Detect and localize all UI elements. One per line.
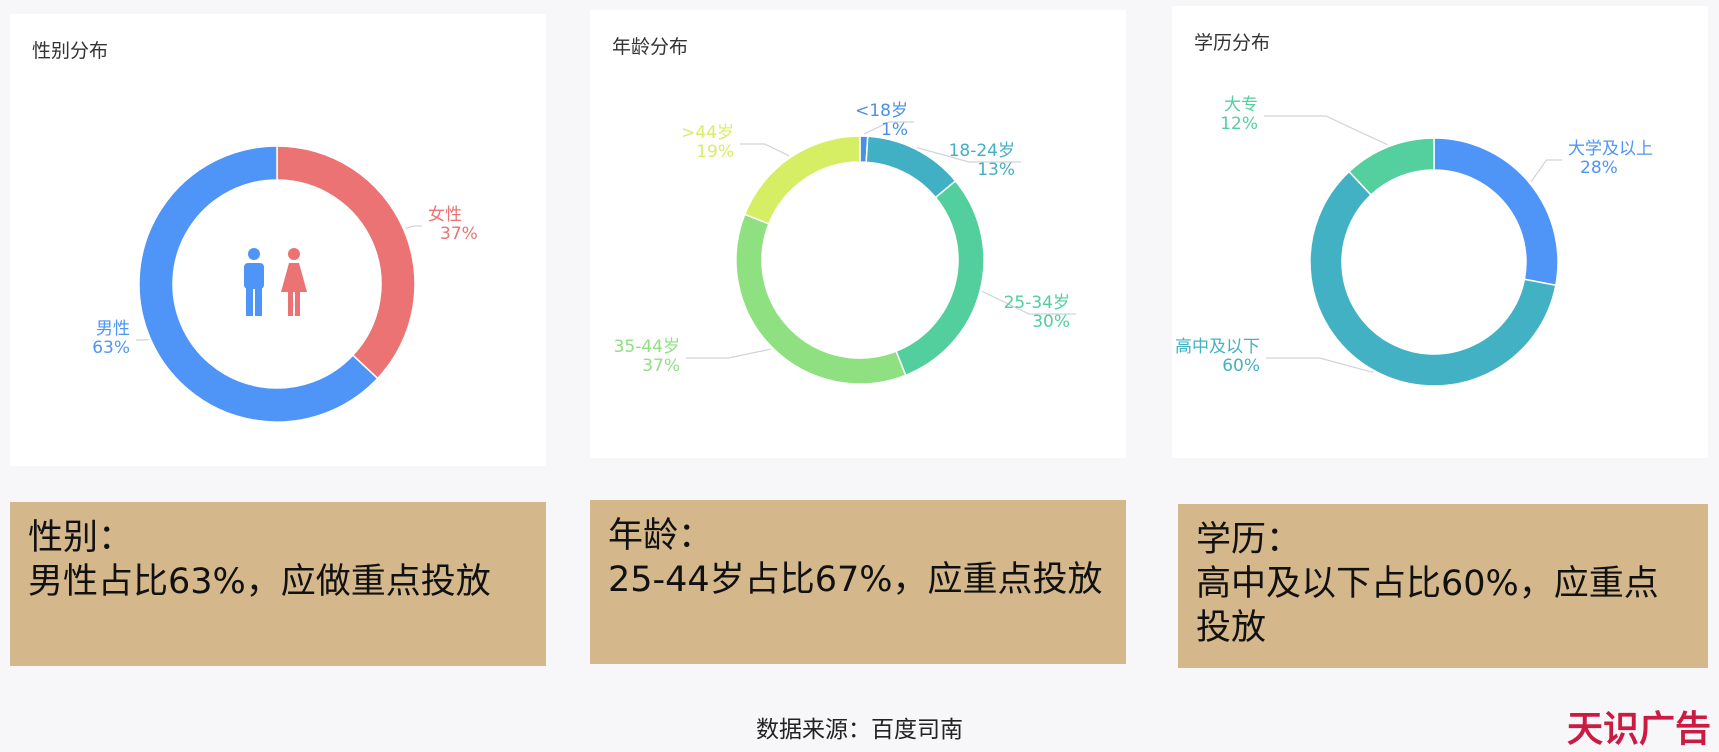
donut-slice-0 [277,146,415,378]
slice-percent-label: 13% [977,160,1015,180]
slice-label: 18-24岁 [949,141,1015,161]
man-woman-icon [244,248,307,316]
donut-slice-4 [745,136,860,224]
leader-line [740,144,789,156]
age-summary-heading: 年龄： [608,514,1108,558]
leader-line [405,226,422,228]
age-summary-text: 25-44岁占比67%，应重点投放 [608,558,1108,602]
slice-label: 大学及以上 [1568,139,1653,159]
slice-label: <18岁 [855,101,908,121]
leader-line [686,349,771,358]
gender-summary-text: 男性占比63%，应做重点投放 [28,560,528,604]
donut-slice-3 [736,214,906,384]
leader-line [1531,160,1562,182]
slice-percent-label: 63% [92,338,130,358]
slice-label: 女性 [428,205,462,225]
slice-percent-label: 19% [696,142,734,162]
donut-slice-2 [896,181,984,375]
brand-logo-text: 天识广告 [1567,700,1711,752]
slice-label: 男性 [96,319,130,339]
slice-label: 25-34岁 [1004,293,1070,313]
education-summary-heading: 学历： [1196,518,1690,562]
education-summary-box: 学历： 高中及以下占比60%，应重点投放 [1178,504,1708,668]
leader-line [1264,116,1388,145]
donut-slice-1 [866,136,955,197]
data-source-caption: 数据来源：百度司南 [0,710,1719,744]
slice-label: >44岁 [681,123,734,143]
gender-summary-heading: 性别： [28,516,528,560]
slice-percent-label: 37% [440,224,478,244]
slice-percent-label: 28% [1580,158,1618,178]
slice-label: 35-44岁 [614,337,680,357]
slice-percent-label: 30% [1032,312,1070,332]
slice-percent-label: 37% [642,356,680,376]
slice-label: 高中及以下 [1175,337,1260,357]
slice-percent-label: 1% [881,120,908,140]
gender-summary-box: 性别： 男性占比63%，应做重点投放 [10,502,546,666]
age-summary-box: 年龄： 25-44岁占比67%，应重点投放 [590,500,1126,664]
slice-label: 大专 [1224,95,1258,115]
slice-percent-label: 12% [1220,114,1258,134]
education-summary-text: 高中及以下占比60%，应重点投放 [1196,562,1690,650]
slice-percent-label: 60% [1222,356,1260,376]
donut-slice-0 [1434,138,1558,285]
